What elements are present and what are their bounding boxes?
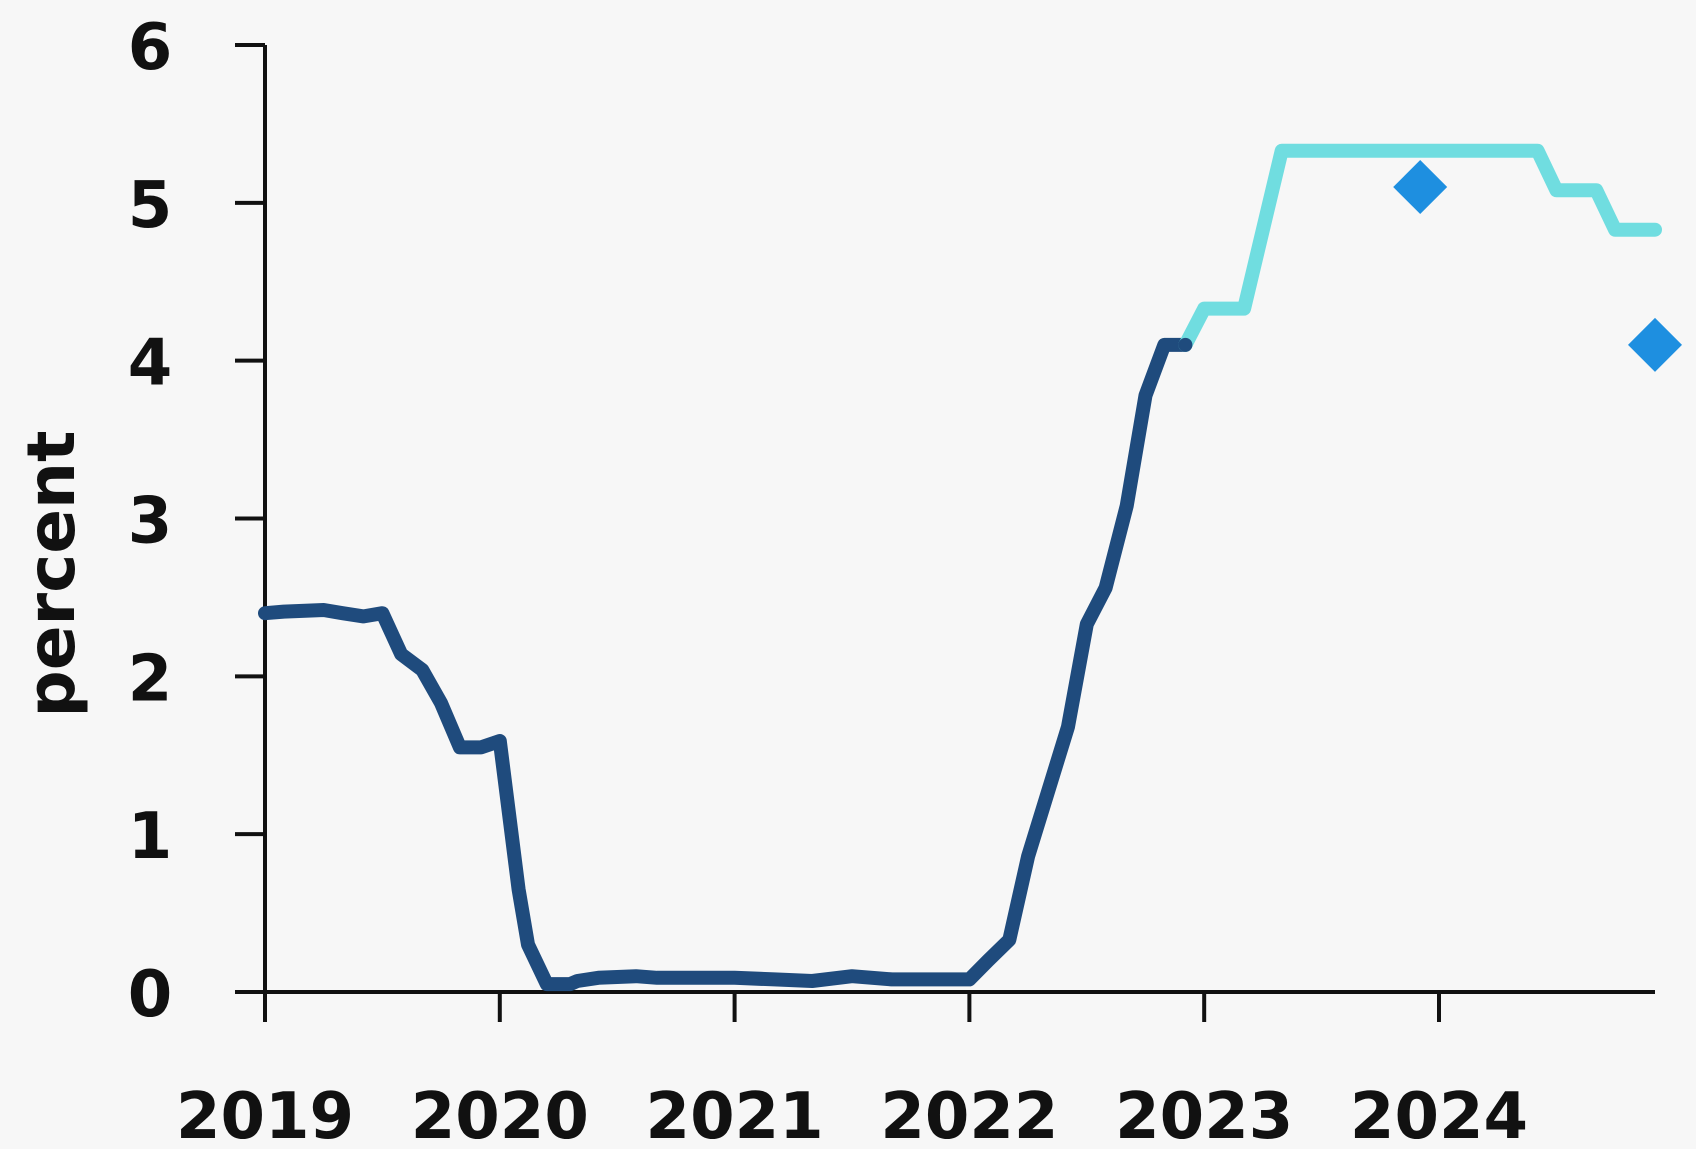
y-tick-label: 5 [128,169,173,243]
y-tick-label: 3 [128,485,173,559]
series-layer [258,143,1662,992]
y-tick-label: 0 [128,958,173,1032]
y-tick-label: 6 [128,11,173,85]
series-line-projection [1178,143,1662,352]
y-axis: 0 1 2 3 4 5 6 [128,11,267,1032]
series-line-actual [258,337,1193,992]
x-tick-label: 2024 [1350,1080,1528,1149]
x-tick-label: 2019 [176,1080,354,1149]
marker-layer [1393,160,1682,372]
y-tick-label: 1 [128,800,173,874]
x-tick-label: 2021 [646,1080,824,1149]
series-end-point [1178,337,1193,352]
x-axis: 2019 2020 2021 2022 2023 2024 [176,990,1655,1149]
y-tick-label: 4 [128,327,173,401]
y-tick-label: 2 [128,642,173,716]
y-axis-title: percent [13,431,90,718]
x-tick-label: 2022 [880,1080,1058,1149]
diamond-marker [1628,317,1682,372]
x-tick-label: 2020 [411,1080,589,1149]
x-tick-label: 2023 [1115,1080,1293,1149]
diamond-marker [1393,160,1448,215]
